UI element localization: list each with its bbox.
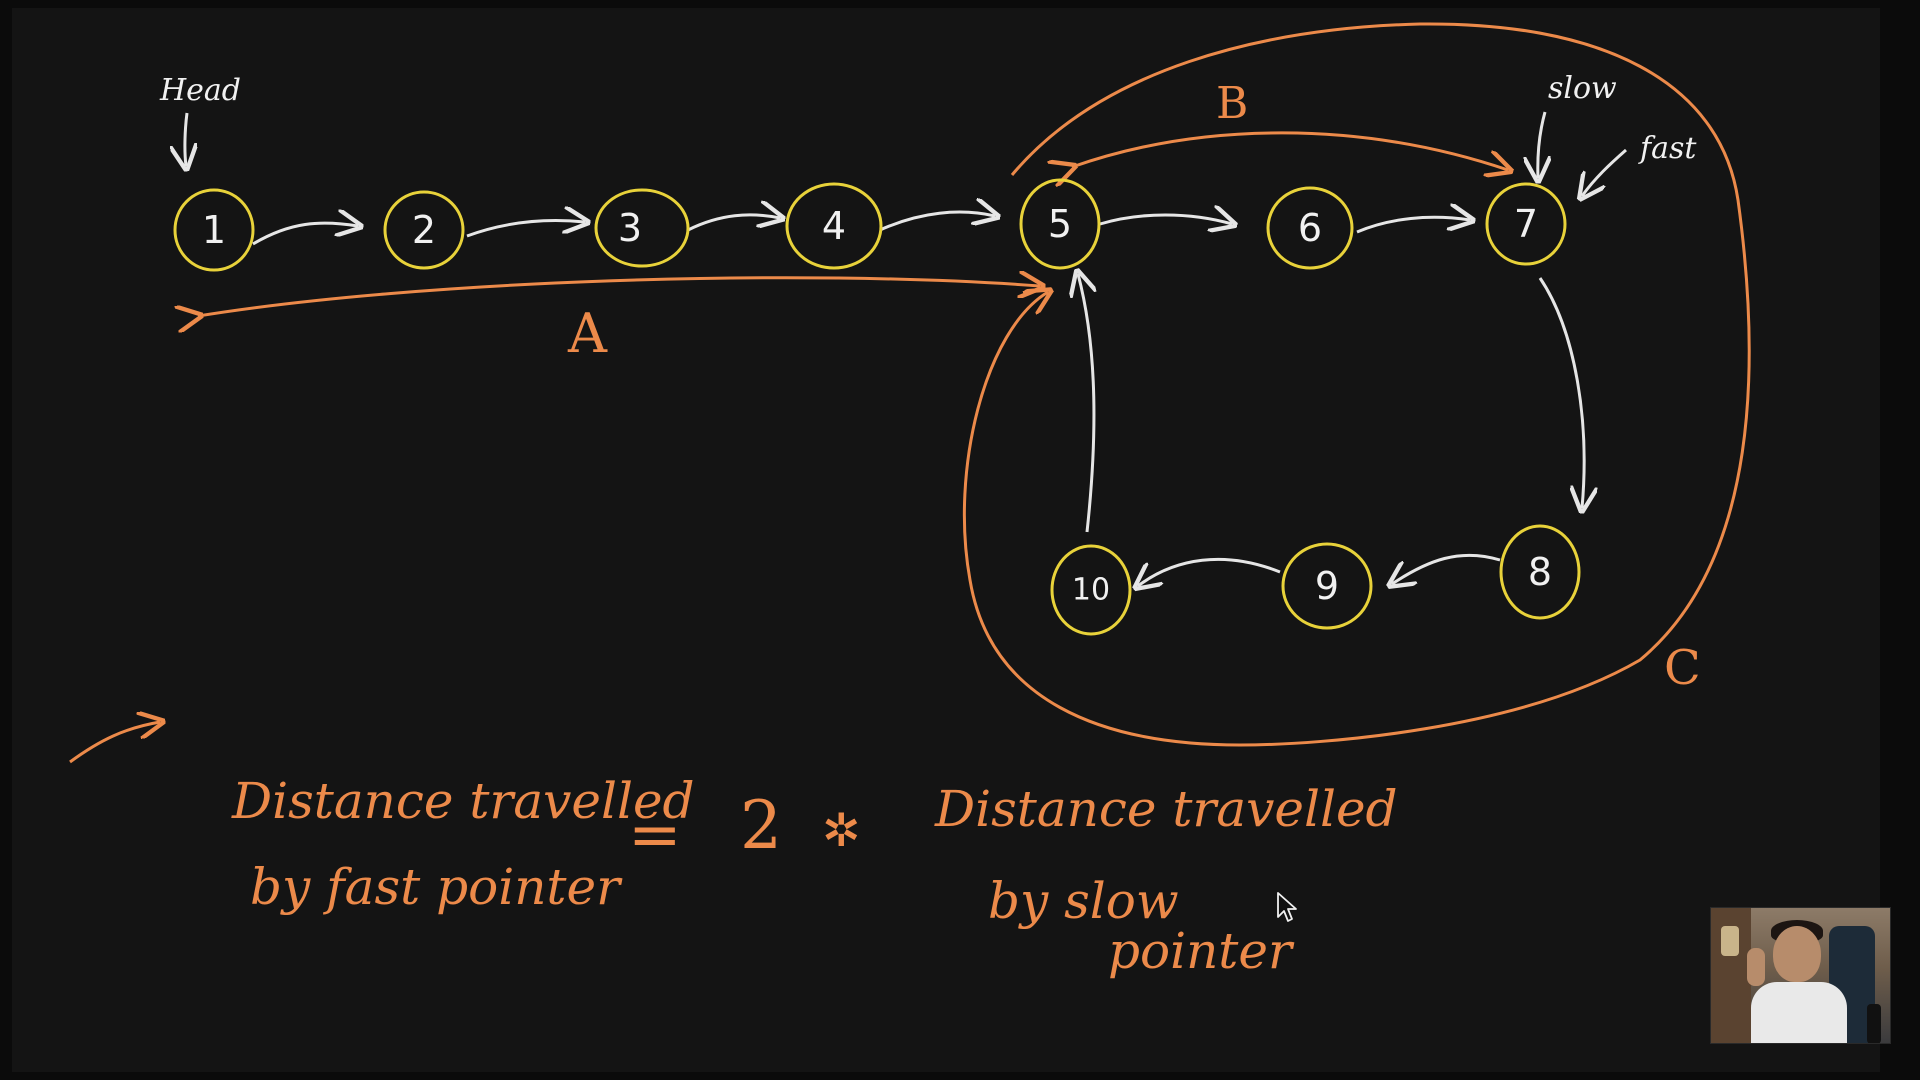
node-label: 3 bbox=[618, 206, 642, 250]
equation-left-line1: Distance travelled bbox=[231, 772, 695, 830]
mouse-pointer-icon bbox=[1277, 892, 1297, 922]
node-9: 9 bbox=[1281, 542, 1373, 630]
head-label: Head bbox=[159, 73, 241, 108]
microphone-icon bbox=[1867, 1004, 1881, 1043]
lower-left-arrow bbox=[69, 722, 160, 764]
fast-arrow bbox=[1582, 148, 1627, 196]
node-label: 5 bbox=[1048, 202, 1072, 246]
node-label: 6 bbox=[1298, 206, 1322, 250]
list-edges bbox=[185, 111, 1627, 586]
background-lamp bbox=[1721, 926, 1739, 956]
equation-right-line1: Distance travelled bbox=[934, 780, 1398, 838]
loop-c-curve bbox=[962, 22, 1751, 747]
edge-7-8 bbox=[1538, 277, 1584, 508]
fast-label: fast bbox=[1638, 131, 1697, 166]
edge-8-9 bbox=[1392, 553, 1501, 584]
edge-5-6 bbox=[1099, 215, 1232, 224]
equation: Distance travelled by fast pointer = 2 ✲… bbox=[231, 772, 1398, 980]
presenter-face bbox=[1773, 926, 1821, 982]
equation-right-line3: pointer bbox=[1108, 922, 1295, 980]
equation-right-line2: by slow bbox=[988, 872, 1179, 930]
equation-left-line2: by fast pointer bbox=[250, 858, 623, 916]
edge-4-5 bbox=[879, 212, 995, 232]
segment-b-arrow bbox=[1072, 131, 1508, 170]
segment-a-label: A bbox=[567, 302, 608, 365]
node-4: 4 bbox=[785, 182, 883, 270]
presenter-shirt bbox=[1751, 982, 1847, 1043]
head-arrow bbox=[185, 112, 187, 166]
node-7: 7 bbox=[1485, 182, 1567, 266]
segment-a-arrow bbox=[198, 278, 1040, 316]
presenter-webcam-thumbnail bbox=[1710, 907, 1891, 1044]
node-label: 10 bbox=[1072, 573, 1110, 608]
node-label: 1 bbox=[202, 208, 226, 252]
node-1: 1 bbox=[173, 188, 255, 272]
presenter-raised-hand bbox=[1747, 948, 1765, 986]
segment-c-label: C bbox=[1664, 640, 1701, 696]
node-5: 5 bbox=[1019, 178, 1101, 270]
node-2: 2 bbox=[383, 190, 465, 270]
edge-6-7 bbox=[1356, 217, 1470, 234]
equals-sign: = bbox=[628, 798, 682, 872]
edge-1-2 bbox=[252, 223, 358, 246]
times-symbol: ✲ bbox=[822, 803, 861, 857]
node-3: 3 bbox=[594, 188, 690, 268]
segment-b-label: B bbox=[1216, 78, 1248, 129]
factor-two: 2 bbox=[740, 787, 782, 864]
slow-label: slow bbox=[1548, 71, 1617, 106]
edge-9-10 bbox=[1138, 557, 1281, 586]
edge-3-4 bbox=[687, 215, 780, 232]
node-label: 2 bbox=[412, 208, 436, 252]
edge-2-3 bbox=[466, 221, 585, 238]
node-8: 8 bbox=[1499, 524, 1581, 620]
edge-10-5 bbox=[1078, 274, 1094, 533]
node-label: 9 bbox=[1315, 564, 1339, 608]
node-label: 4 bbox=[822, 204, 846, 248]
node-6: 6 bbox=[1266, 186, 1354, 270]
node-label: 8 bbox=[1528, 550, 1552, 594]
node-10: 10 bbox=[1050, 544, 1132, 636]
node-label: 7 bbox=[1514, 202, 1538, 246]
slow-arrow bbox=[1538, 111, 1545, 178]
